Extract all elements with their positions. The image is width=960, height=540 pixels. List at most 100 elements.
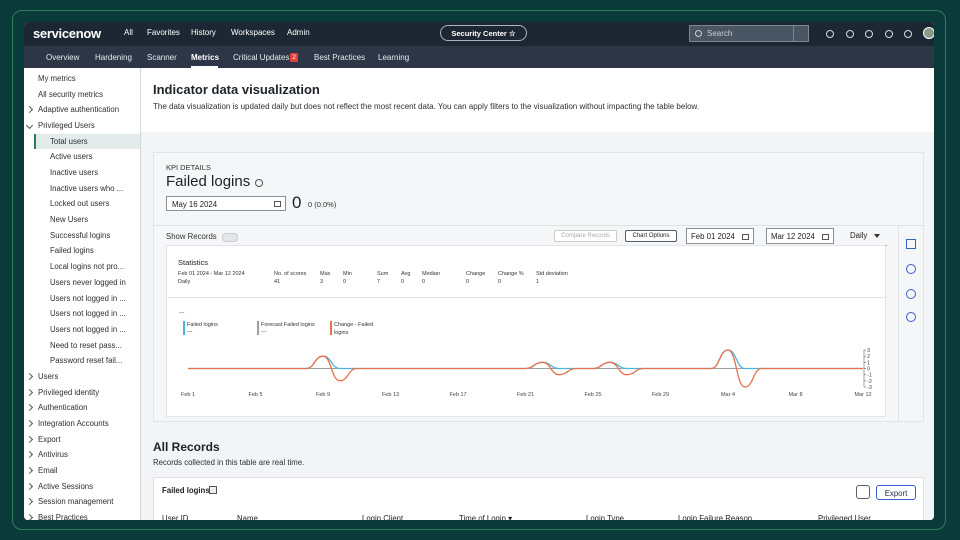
x-tick-label: Mar 12 [854,392,871,398]
top-icon[interactable] [865,30,873,38]
top-bar: servicenow All Favorites History Workspaces A… [24,22,934,46]
column-header[interactable]: Time of Login ▾ [459,514,513,520]
x-tick-label: Mar 4 [721,392,735,398]
top-icon[interactable] [904,30,912,38]
rail-icon[interactable] [906,264,916,274]
chevron [25,121,34,130]
rail-icon[interactable] [906,239,916,249]
tab[interactable]: Hardening [95,53,132,62]
chevron [25,388,34,396]
calendar-icon [742,234,749,240]
y-tick-label: 0 [867,367,870,373]
column-header[interactable]: Privileged User [818,514,871,520]
scope-label: Security Center ☆ [451,29,516,38]
nav-item[interactable]: Integration Accounts [38,418,109,428]
screen: servicenow All Favorites History Workspaces A… [24,22,934,520]
nav-item[interactable]: Inactive users [50,168,99,178]
top-icon[interactable] [885,30,893,38]
compare-button[interactable]: Compare Records [554,230,617,242]
search-dropdown [793,26,794,41]
scope-pill[interactable]: Security Center ☆ [440,25,527,41]
rail-icon[interactable] [906,312,916,322]
nav-item[interactable]: Authentication [38,403,88,413]
column-header[interactable]: Name [237,514,258,520]
nav-item[interactable]: Users never logged in [50,277,126,287]
nav-item[interactable]: Active users [50,152,93,162]
nav-item[interactable]: My metrics [38,74,76,83]
info-icon [255,179,263,187]
nav-item[interactable]: Inactive users who ... [50,183,124,193]
chevron [25,372,34,380]
tab[interactable]: Learning [378,53,410,62]
nav-item[interactable]: Locked out users [50,199,110,209]
refresh-button[interactable] [856,485,870,499]
tab[interactable]: Best Practices [314,53,366,62]
nav-item[interactable]: Users not logged in ... [50,324,126,334]
export-button[interactable]: Export [876,485,916,500]
nav-item[interactable]: Active Sessions [38,481,94,491]
tab[interactable]: Overview [46,53,80,62]
heading-bg [141,68,934,132]
nav-item[interactable]: New Users [50,215,89,225]
column-header[interactable]: Login Client [362,514,404,520]
column-header[interactable]: Login Type [586,514,625,520]
nav-item[interactable]: Email [38,466,58,475]
nav-item[interactable]: Users not logged in ... [50,309,126,319]
frame [12,10,946,530]
stats-interval: Daily [178,279,191,285]
nav-item[interactable]: Users not logged in ... [50,293,126,303]
kpi-date-input[interactable]: May 16 2024 [166,196,286,211]
stats-divider [167,297,885,298]
interval-select[interactable]: Daily [850,231,868,240]
stat-label: Change % [498,271,524,277]
menu-item[interactable]: Favorites [147,28,180,37]
tab[interactable]: Metrics [191,53,220,62]
page-title: Indicator data visualization [153,82,320,97]
date-input[interactable]: Feb 01 2024 [686,228,754,244]
stat-value: 0 [422,279,426,285]
nav-item[interactable]: Antivirus [38,450,68,460]
nav-item[interactable]: Password reset fail... [50,356,123,366]
y-tick-label: 2 [867,354,870,360]
stat-label: Min [343,271,352,277]
date-value: Mar 12 2024 [771,232,815,241]
date-input[interactable]: Mar 12 2024 [766,228,834,244]
menu-item[interactable]: Admin [287,28,310,37]
nav-item[interactable]: Best Practices [38,513,88,520]
menu-item[interactable]: Workspaces [231,28,275,37]
nav-item[interactable]: Privileged Users [38,121,95,131]
y-tick-label: -1 [867,373,872,379]
nav-item[interactable]: Need to reset pass... [50,340,122,350]
menu-item[interactable]: All [124,28,133,37]
tab[interactable]: Scanner [147,53,177,62]
nav-item[interactable]: Export [38,434,61,444]
nav-item[interactable]: Session management [38,497,114,507]
x-tick-label: Feb 13 [382,392,399,398]
nav-item[interactable]: Users [38,371,59,381]
top-icon[interactable] [846,30,854,38]
date-value: Feb 01 2024 [691,232,735,241]
records-card: Failed logins Export User ID Name Login Clie… [153,477,924,520]
kpi-date: May 16 2024 [172,200,218,209]
avatar[interactable] [923,27,934,39]
nav-item[interactable]: Privileged identity [38,387,100,397]
toggle[interactable] [222,233,238,242]
rail-icon[interactable] [906,289,916,299]
nav-item[interactable]: Local logins not pro... [50,262,125,272]
nav-item[interactable]: Total users [50,136,88,146]
tab[interactable]: Critical Updates [233,53,290,62]
legend-label: Change - Failed logins [334,322,374,336]
chart-options-button[interactable]: Chart Options [625,230,677,242]
sidebar: My metrics All security metrics Adaptive a… [24,68,141,520]
nav-item[interactable]: Adaptive authentication [38,105,120,115]
nav-item[interactable]: Failed logins [50,246,94,256]
menu-item[interactable]: History [191,28,216,37]
top-icon[interactable] [826,30,834,38]
search-box[interactable]: Search [689,25,809,42]
interval-caret [874,234,880,238]
nav-item[interactable]: Successful logins [50,230,111,240]
column-header[interactable]: Login Failure Reason [678,514,753,520]
column-header[interactable]: User ID [162,514,189,520]
chevron [25,482,34,490]
nav-item[interactable]: All security metrics [38,89,103,99]
